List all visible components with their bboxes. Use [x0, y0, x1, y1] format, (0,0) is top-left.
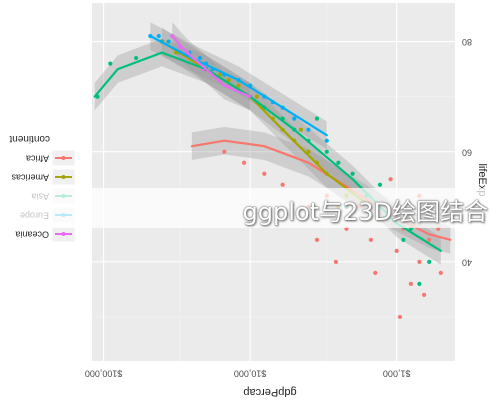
point-europe — [156, 33, 161, 39]
legend-entry-africa: Africa — [26, 154, 49, 164]
point-asia — [314, 116, 320, 121]
point-africa — [422, 292, 427, 298]
point-americas — [236, 83, 241, 88]
smoother-line-europe — [149, 34, 328, 137]
point-asia — [377, 182, 383, 187]
point-americas — [306, 149, 311, 154]
legend-title: continent — [9, 133, 50, 144]
y-tick-label: 60 — [462, 147, 472, 157]
point-asia — [134, 55, 139, 61]
point-africa — [408, 281, 413, 286]
point-americas — [298, 127, 304, 132]
point-africa — [333, 259, 338, 264]
watermark-bar — [0, 188, 492, 228]
point-europe — [292, 116, 297, 121]
watermark-text: ggplot与23D绘图结合 — [242, 198, 488, 226]
y-tick-label: 40 — [462, 257, 472, 267]
point-africa — [222, 149, 227, 154]
point-africa — [394, 248, 399, 253]
point-asia — [350, 171, 355, 176]
point-africa — [262, 171, 267, 176]
point-africa — [280, 182, 285, 187]
point-africa — [314, 237, 320, 242]
legend-entry-oceania: Oceania — [15, 230, 49, 240]
point-asia — [336, 160, 341, 165]
point-europe — [166, 39, 171, 44]
point-africa — [438, 270, 443, 275]
point-europe — [324, 138, 329, 143]
point-americas — [226, 78, 231, 83]
point-asia — [324, 149, 329, 154]
point-africa — [427, 237, 432, 242]
point-africa — [241, 160, 247, 165]
y-tick-label: 80 — [462, 37, 472, 47]
x-tick-label: $100,000 — [85, 369, 123, 379]
point-asia — [427, 259, 432, 264]
x-tick-label: $1,000 — [383, 369, 411, 379]
smoother-line-oceania — [171, 34, 252, 98]
plot-panel — [92, 3, 455, 361]
point-africa — [417, 259, 422, 264]
x-axis-label: gdpPercap — [243, 386, 296, 398]
point-asia — [108, 61, 113, 66]
x-tick-label: $10,000 — [234, 369, 267, 379]
point-asia — [417, 281, 422, 286]
point-americas — [254, 94, 259, 99]
smoother-line-americas — [160, 40, 372, 208]
y-tick-labels: 40 60 80 — [462, 37, 472, 267]
smoother-band-asia — [94, 38, 441, 265]
point-africa — [397, 314, 403, 320]
point-asia — [401, 237, 406, 242]
x-tick-labels: $1,000 $10,000 $100,000 — [85, 369, 411, 379]
point-europe — [306, 127, 311, 132]
points-layer — [95, 33, 443, 320]
legend-key-point — [61, 175, 66, 179]
point-africa — [373, 270, 378, 275]
legend-key-point — [61, 232, 66, 236]
point-africa — [368, 237, 373, 242]
legend-entry-americas: Americas — [11, 173, 49, 183]
grid-layer — [92, 3, 455, 361]
legend-key-point — [61, 156, 66, 160]
point-americas — [218, 72, 223, 77]
point-europe — [197, 55, 203, 61]
point-africa — [388, 177, 393, 182]
